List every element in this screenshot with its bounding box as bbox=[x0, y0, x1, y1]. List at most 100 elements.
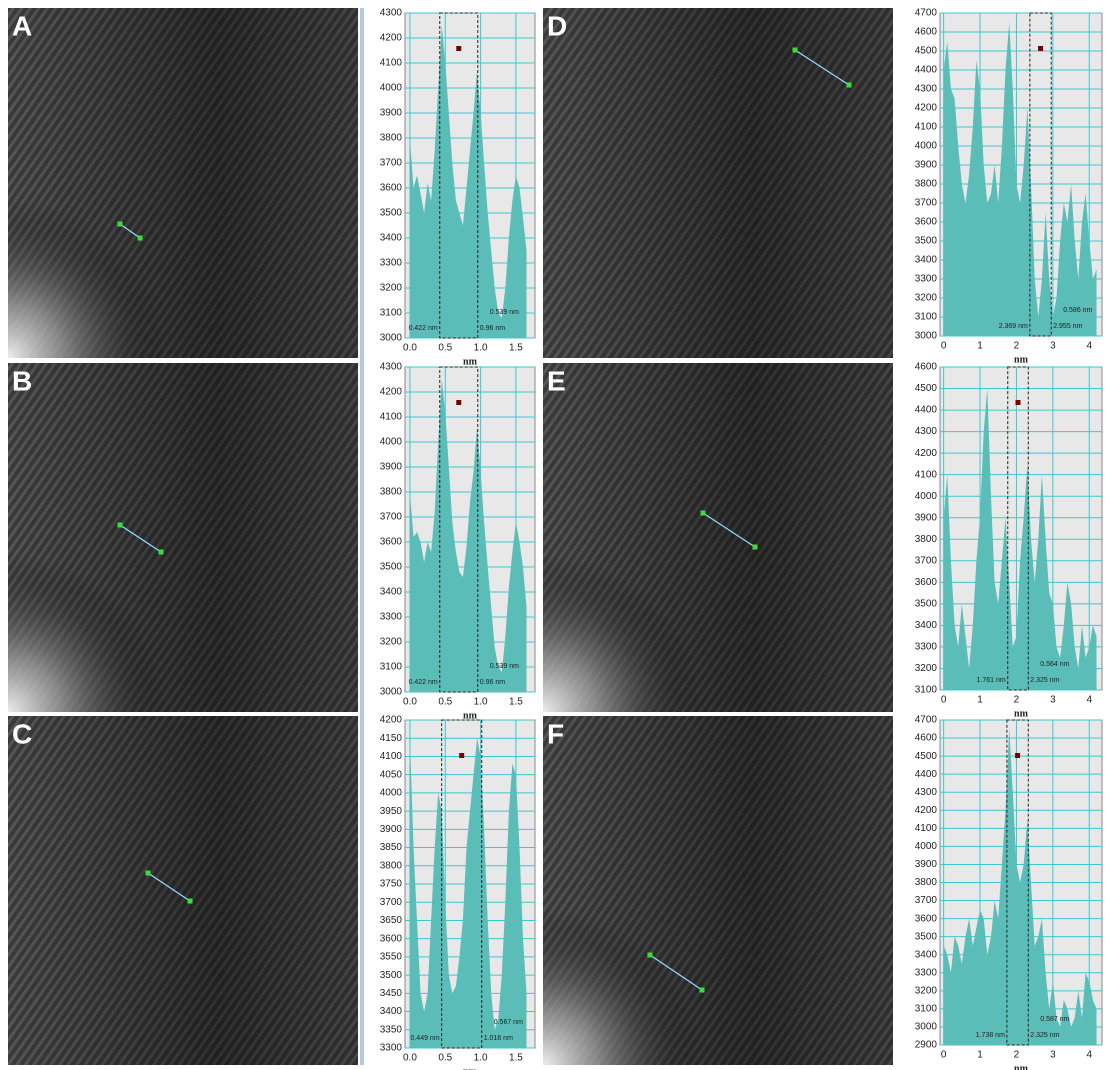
cursor-box bbox=[439, 12, 479, 339]
y-tick-label: 4700 bbox=[915, 8, 938, 19]
y-tick-label: 3550 bbox=[380, 952, 403, 963]
panel-label: D bbox=[547, 10, 567, 41]
y-tick-label: 3600 bbox=[915, 913, 938, 924]
y-tick-label: 3600 bbox=[915, 577, 938, 588]
x-tick-label: 0.0 bbox=[403, 343, 417, 354]
y-tick-label: 3800 bbox=[380, 133, 403, 144]
y-tick-label: 3100 bbox=[915, 1004, 938, 1015]
y-tick-label: 4500 bbox=[915, 46, 938, 57]
y-tick-label: 3500 bbox=[915, 236, 938, 247]
y-tick-label: 4400 bbox=[915, 769, 938, 780]
y-tick-label: 3400 bbox=[915, 949, 938, 960]
x-tick-label: 1.5 bbox=[509, 1053, 523, 1064]
y-tick-label: 3700 bbox=[380, 897, 403, 908]
y-tick-label: 4100 bbox=[380, 58, 403, 69]
y-tick-label: 3900 bbox=[915, 512, 938, 523]
cursor-marker bbox=[1038, 46, 1044, 51]
y-tick-label: 4300 bbox=[915, 426, 938, 437]
separator bbox=[360, 8, 364, 1065]
x-axis-label: nm bbox=[463, 356, 478, 367]
profile-area bbox=[943, 729, 1097, 1045]
y-tick-label: 3100 bbox=[915, 685, 938, 696]
line-end bbox=[752, 544, 758, 550]
x-tick-label: 1 bbox=[977, 695, 983, 706]
cursor-box bbox=[441, 719, 483, 1049]
y-tick-label: 4200 bbox=[915, 103, 938, 114]
profile-line bbox=[147, 872, 191, 902]
y-tick-label: 3200 bbox=[380, 637, 403, 648]
y-tick-label: 3350 bbox=[380, 1024, 403, 1035]
annotation: 0.564 nm bbox=[1040, 661, 1069, 668]
y-tick-label: 4400 bbox=[915, 65, 938, 76]
y-tick-label: 3600 bbox=[380, 933, 403, 944]
cursor-box bbox=[1006, 719, 1029, 1046]
y-tick-label: 4600 bbox=[915, 733, 938, 744]
x-axis-label: nm bbox=[1014, 354, 1029, 365]
y-tick-label: 3700 bbox=[915, 555, 938, 566]
panel-label: E bbox=[547, 365, 566, 396]
tem-shade bbox=[8, 716, 358, 1065]
x-tick-label: 0.5 bbox=[438, 343, 452, 354]
annotation: 0.96 nm bbox=[480, 679, 505, 686]
y-tick-label: 3400 bbox=[915, 620, 938, 631]
x-tick-label: 1 bbox=[977, 1050, 983, 1061]
x-tick-label: 1.5 bbox=[509, 697, 523, 708]
annotation: 0.422 nm bbox=[409, 679, 438, 686]
y-tick-label: 4100 bbox=[380, 751, 403, 762]
panel-label: C bbox=[12, 718, 32, 749]
x-tick-label: 0.5 bbox=[438, 1053, 452, 1064]
y-tick-label: 3800 bbox=[915, 179, 938, 190]
line-end bbox=[187, 898, 193, 904]
line-end bbox=[700, 510, 706, 516]
annotation: 2.325 nm bbox=[1030, 677, 1059, 684]
x-axis-label: nm bbox=[463, 1066, 478, 1070]
profile-line bbox=[794, 49, 850, 86]
annotation: 1.761 nm bbox=[977, 677, 1006, 684]
x-axis-label: nm bbox=[463, 710, 478, 721]
y-tick-label: 3200 bbox=[915, 663, 938, 674]
y-tick-label: 4700 bbox=[915, 715, 938, 726]
y-tick-label: 2900 bbox=[915, 1040, 938, 1051]
line-end bbox=[137, 235, 143, 241]
y-tick-label: 3300 bbox=[380, 258, 403, 269]
x-tick-label: 2 bbox=[1014, 1050, 1020, 1061]
x-tick-label: 4 bbox=[1086, 1050, 1092, 1061]
tem-bright-region bbox=[543, 554, 701, 712]
y-tick-label: 4000 bbox=[380, 437, 403, 448]
y-tick-label: 4500 bbox=[915, 383, 938, 394]
y-tick-label: 3600 bbox=[380, 183, 403, 194]
annotation: 2.955 nm bbox=[1053, 323, 1082, 330]
x-tick-label: 1 bbox=[977, 341, 983, 352]
line-end bbox=[699, 987, 705, 993]
y-tick-label: 3900 bbox=[380, 108, 403, 119]
profile-line bbox=[119, 524, 162, 553]
panel-label: B bbox=[12, 365, 32, 396]
y-tick-label: 4400 bbox=[915, 405, 938, 416]
annotation: 1.738 nm bbox=[976, 1032, 1005, 1039]
annotation: 2.369 nm bbox=[999, 323, 1028, 330]
cursor-marker bbox=[1015, 753, 1021, 758]
y-tick-label: 4150 bbox=[380, 733, 403, 744]
y-tick-label: 4200 bbox=[380, 715, 403, 726]
y-tick-label: 4200 bbox=[915, 448, 938, 459]
annotation: 0.567 nm bbox=[494, 1019, 523, 1026]
x-tick-label: 1.0 bbox=[474, 697, 488, 708]
cursor-box bbox=[439, 366, 479, 693]
y-tick-label: 4200 bbox=[380, 387, 403, 398]
x-tick-label: 4 bbox=[1086, 695, 1092, 706]
y-tick-label: 3000 bbox=[915, 331, 938, 342]
profile-area bbox=[409, 738, 527, 1048]
cursor-box bbox=[1007, 366, 1029, 691]
y-tick-label: 3100 bbox=[915, 312, 938, 323]
line-end bbox=[158, 549, 164, 555]
y-tick-label: 3200 bbox=[915, 293, 938, 304]
y-tick-label: 4600 bbox=[915, 27, 938, 38]
line-end bbox=[846, 82, 852, 88]
x-tick-label: 0 bbox=[941, 695, 947, 706]
y-tick-label: 4200 bbox=[380, 33, 403, 44]
y-tick-label: 3500 bbox=[380, 970, 403, 981]
profile-line bbox=[702, 512, 756, 548]
tem-shade bbox=[543, 8, 893, 358]
annotation: 0.422 nm bbox=[409, 325, 438, 332]
line-end bbox=[792, 47, 798, 53]
